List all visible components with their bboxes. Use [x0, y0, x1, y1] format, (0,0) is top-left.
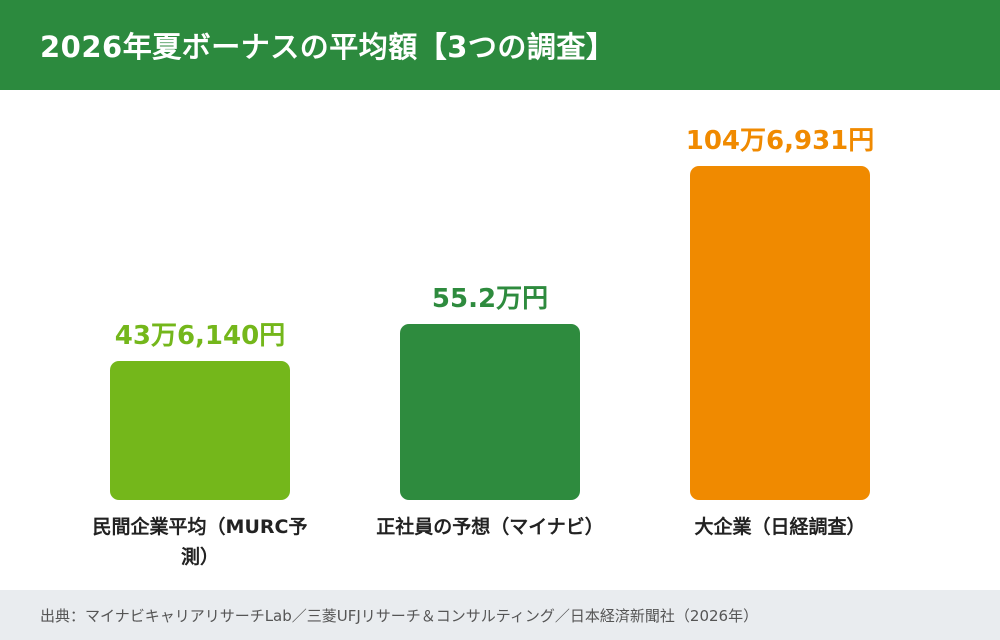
value-label-1: 43万6,140円	[114, 321, 286, 351]
category-label-1: 民間企業平均（MURC予測）	[92, 516, 308, 568]
category-label-2: 正社員の予想（マイナビ）	[376, 516, 604, 538]
bar-1	[110, 361, 290, 500]
bar-3	[690, 166, 870, 500]
source-footer: 出典：マイナビキャリアリサーチLab／三菱UFJリサーチ＆コンサルティング／日本…	[0, 590, 1000, 640]
chart-title: 2026年夏ボーナスの平均額【3つの調査】	[40, 30, 616, 64]
value-label-3: 104万6,931円	[685, 126, 875, 156]
bar-chart: 43万6,140円民間企業平均（MURC予測） 55.2万円正社員の予想（マイナビ…	[0, 90, 1000, 590]
chart-title-bar: 2026年夏ボーナスの平均額【3つの調査】	[0, 0, 1000, 90]
bar-2	[400, 324, 580, 500]
value-label-2: 55.2万円	[431, 284, 549, 314]
bar-chart-svg	[110, 166, 870, 500]
source-text: 出典：マイナビキャリアリサーチLab／三菱UFJリサーチ＆コンサルティング／日本…	[40, 606, 759, 625]
category-label-3: 大企業（日経調査）	[694, 516, 866, 538]
